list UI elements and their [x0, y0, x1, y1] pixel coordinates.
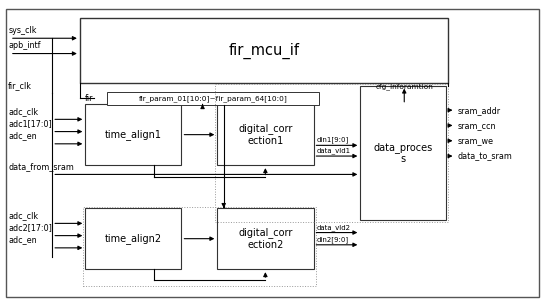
Bar [85, 104, 182, 165]
Text: adc_en: adc_en [8, 131, 37, 140]
Text: data_vld1: data_vld1 [316, 147, 350, 154]
Bar [82, 207, 316, 286]
Text: adc_clk: adc_clk [8, 107, 38, 116]
Bar [85, 208, 182, 269]
Bar [217, 208, 313, 269]
Text: sram_addr: sram_addr [458, 106, 500, 115]
Text: din1[9:0]: din1[9:0] [316, 136, 349, 143]
Text: apb_intf: apb_intf [8, 41, 41, 50]
Text: time_align1: time_align1 [105, 129, 162, 140]
Text: fir: fir [85, 94, 94, 103]
Bar [80, 18, 448, 83]
Text: din2[9:0]: din2[9:0] [316, 236, 348, 243]
Bar [214, 84, 448, 222]
Bar [107, 92, 319, 105]
Text: time_align2: time_align2 [105, 233, 162, 244]
Text: data_from_sram: data_from_sram [8, 162, 74, 171]
Bar [360, 86, 446, 220]
Text: fir_mcu_if: fir_mcu_if [228, 43, 300, 58]
Text: adc1[17:0]: adc1[17:0] [8, 119, 52, 128]
Bar [217, 104, 313, 165]
Text: digital_corr
ection1: digital_corr ection1 [238, 123, 293, 146]
Text: adc_clk: adc_clk [8, 211, 38, 220]
Text: sram_ccn: sram_ccn [458, 121, 496, 130]
Text: sram_we: sram_we [458, 136, 493, 145]
Text: data_to_sram: data_to_sram [458, 151, 513, 161]
Text: digital_corr
ection2: digital_corr ection2 [238, 227, 293, 250]
Text: fir_param_01[10:0]~fir_param_64[10:0]: fir_param_01[10:0]~fir_param_64[10:0] [139, 95, 288, 102]
Text: cfg_inforamtion: cfg_inforamtion [375, 84, 433, 90]
Text: data_proces
s: data_proces s [373, 142, 432, 164]
Text: adc_en: adc_en [8, 235, 37, 244]
Text: adc2[17:0]: adc2[17:0] [8, 223, 52, 232]
Text: data_vld2: data_vld2 [316, 224, 350, 231]
Text: sys_clk: sys_clk [8, 26, 37, 35]
Text: fir_clk: fir_clk [8, 81, 32, 90]
